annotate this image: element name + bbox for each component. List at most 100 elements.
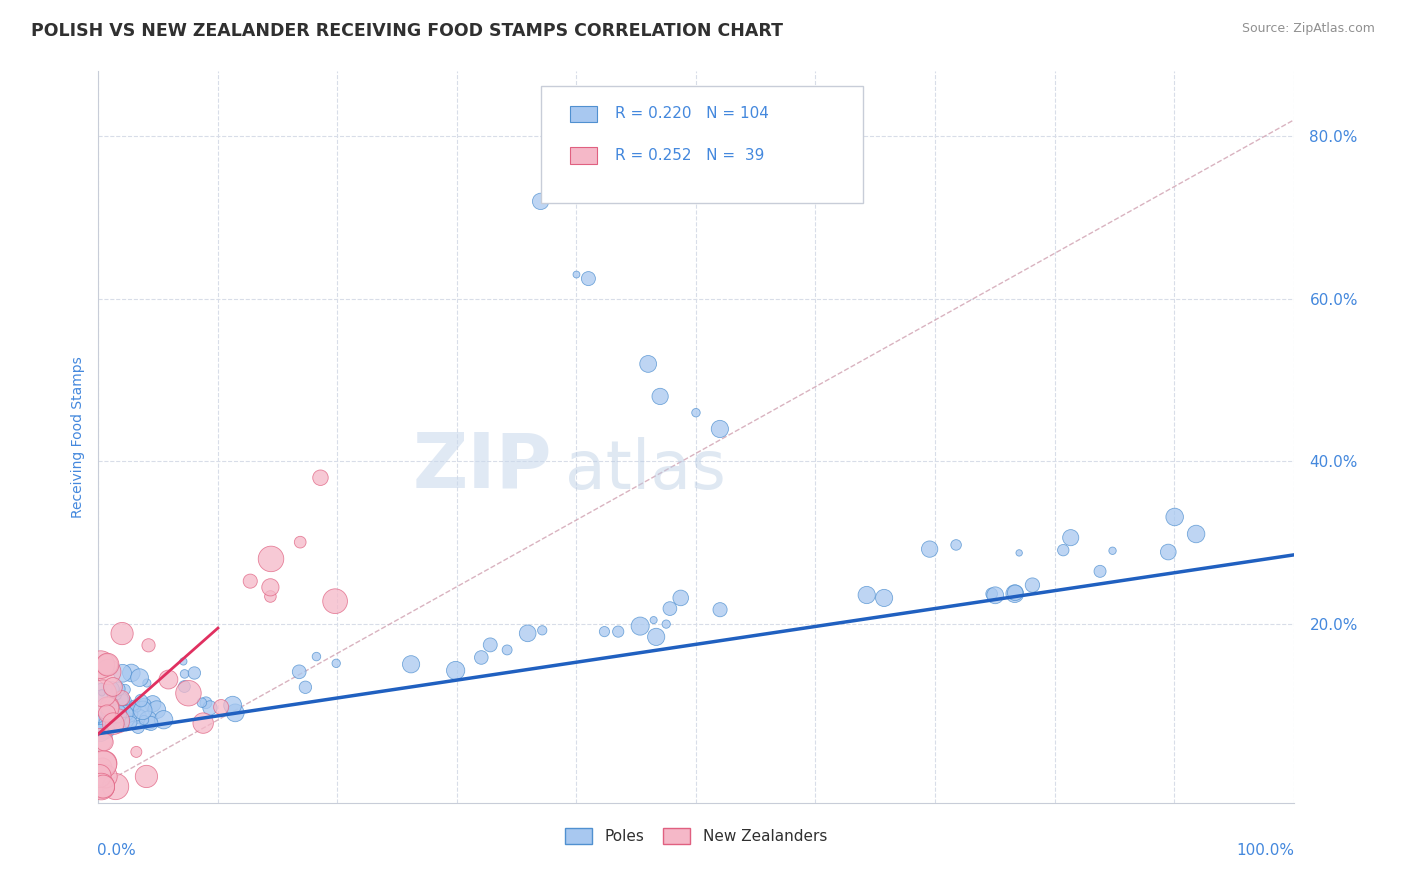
Point [104,704,127,718]
Text: POLISH VS NEW ZEALANDER RECEIVING FOOD STAMPS CORRELATION CHART: POLISH VS NEW ZEALANDER RECEIVING FOOD S… [31,22,783,40]
Point [90,686,112,700]
Point [98,699,121,714]
Point [127,720,149,734]
Point [709,422,731,436]
Point [90,726,112,740]
Legend: Poles, New Zealanders: Poles, New Zealanders [558,822,834,850]
Point [124,698,146,713]
FancyBboxPatch shape [571,147,596,163]
Point [1008,546,1031,560]
Point [104,780,127,794]
Point [111,666,134,681]
Point [120,665,142,680]
Point [1004,586,1026,600]
Point [107,681,129,696]
Point [112,695,135,709]
Point [578,271,600,285]
Point [980,587,1002,601]
Point [120,715,142,730]
Point [172,655,194,669]
Point [115,713,138,727]
Point [209,700,232,714]
Point [221,698,243,713]
Point [709,603,731,617]
Text: R = 0.252   N =  39: R = 0.252 N = 39 [614,148,763,163]
Point [530,194,553,209]
Point [94,769,117,783]
Point [288,665,311,679]
Text: Source: ZipAtlas.com: Source: ZipAtlas.com [1241,22,1375,36]
Point [191,716,214,731]
Point [89,769,111,783]
Point [104,696,127,710]
Point [108,705,131,719]
Point [658,601,681,615]
Point [224,706,246,720]
Point [157,673,180,687]
Point [90,714,112,729]
Point [111,696,134,710]
Point [146,703,169,717]
Point [142,697,165,711]
Point [873,591,896,605]
Point [108,706,131,720]
Point [323,594,346,608]
Point [134,698,156,712]
Point [91,757,114,772]
Point [97,701,120,715]
Point [1088,565,1111,579]
Point [90,690,112,704]
Point [93,735,115,749]
Point [100,712,122,726]
Point [114,706,136,721]
Text: 0.0%: 0.0% [97,843,136,858]
Point [139,716,162,731]
Point [1101,543,1123,558]
Point [98,713,121,727]
Text: ZIP: ZIP [413,429,553,503]
Point [93,707,115,722]
Point [516,626,538,640]
Point [1060,531,1083,545]
Point [115,720,138,734]
Point [1157,545,1180,559]
Point [496,643,519,657]
Point [918,542,941,557]
Point [97,665,120,679]
Point [118,706,141,721]
Point [132,713,155,727]
Point [94,723,117,737]
Point [325,657,347,671]
Point [260,552,283,566]
Point [110,706,132,721]
Point [108,692,131,706]
Point [479,638,502,652]
Point [643,613,665,627]
Point [107,714,129,728]
Point [132,703,155,717]
Point [128,709,150,723]
Point [945,538,967,552]
Point [90,721,112,735]
Point [107,706,129,721]
Point [138,638,160,652]
Point [565,268,588,282]
Point [112,701,135,715]
Point [305,649,328,664]
Point [685,406,707,420]
Point [96,657,118,672]
Point [91,780,114,794]
Point [128,671,150,685]
Point [125,745,148,759]
Point [309,471,332,485]
Point [110,709,132,723]
Point [101,680,124,694]
Point [1021,578,1043,592]
Point [135,769,157,783]
Point [96,705,118,719]
Point [91,780,114,794]
Point [90,724,112,739]
Text: R = 0.220   N = 104: R = 0.220 N = 104 [614,106,769,121]
Point [107,689,129,703]
Point [91,780,114,794]
